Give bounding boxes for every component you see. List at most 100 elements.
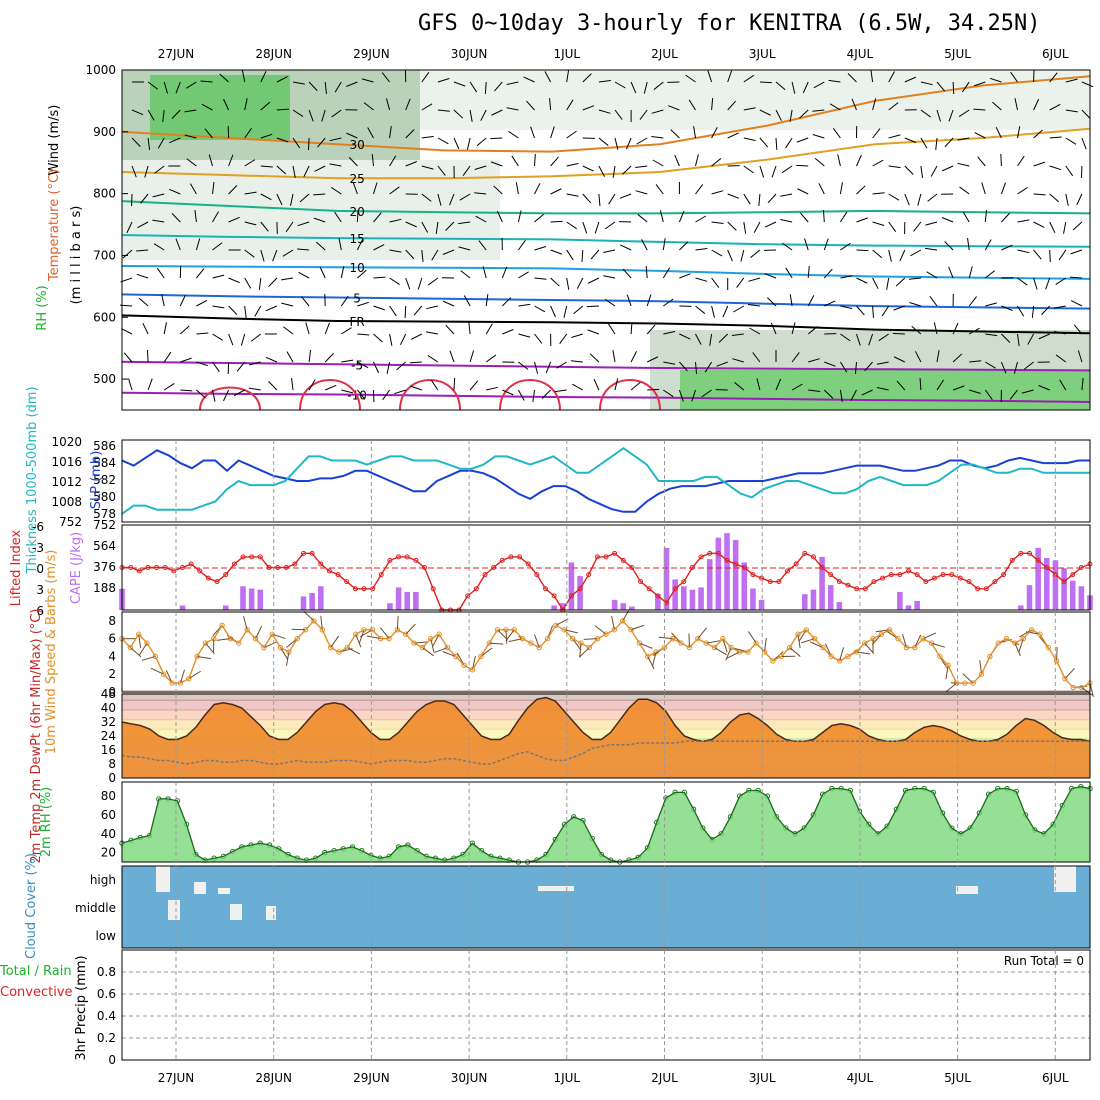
wind-barb bbox=[228, 333, 234, 346]
cape-bar bbox=[240, 586, 246, 610]
y-tick-label: 0.6 bbox=[97, 987, 116, 1001]
wind-barb-10m bbox=[303, 610, 315, 622]
wind-barb bbox=[534, 183, 541, 195]
cloud-block bbox=[156, 866, 170, 892]
wind-barb bbox=[1049, 136, 1062, 139]
li-point bbox=[845, 582, 851, 588]
wind-speed-point bbox=[536, 644, 542, 651]
wind-barb-10m bbox=[505, 629, 515, 642]
wind-barb bbox=[807, 326, 818, 335]
wind-barb bbox=[573, 305, 584, 315]
wind-barb bbox=[1049, 103, 1061, 111]
wind-barb bbox=[876, 387, 889, 391]
wind-barb bbox=[421, 103, 433, 111]
wind-barb bbox=[549, 98, 552, 111]
wind-barb bbox=[501, 266, 508, 279]
wind-barb bbox=[854, 361, 857, 374]
dewpoint-line bbox=[121, 740, 1090, 765]
temperature-band bbox=[122, 718, 1090, 730]
wind-barb bbox=[329, 163, 342, 167]
wind-barb bbox=[298, 271, 310, 279]
li-point bbox=[1001, 572, 1007, 578]
wind-barb-10m bbox=[430, 638, 435, 653]
wind-barb bbox=[1033, 98, 1040, 111]
wind-background bbox=[122, 612, 1090, 692]
wind-barb bbox=[554, 389, 567, 393]
wind-barb bbox=[468, 322, 471, 335]
wind-barb bbox=[718, 333, 729, 343]
wind-barb bbox=[722, 305, 729, 318]
wind-barb bbox=[594, 221, 600, 234]
wind-barb bbox=[223, 98, 230, 111]
lifted-index-label: Lifted Index bbox=[9, 529, 24, 606]
wind-barb bbox=[228, 305, 238, 315]
temperature-fill bbox=[122, 697, 1090, 778]
wind-barb bbox=[241, 70, 246, 83]
rh-fill bbox=[122, 786, 1090, 862]
y-tick-label-left: -6 bbox=[32, 520, 44, 534]
wind-barb bbox=[228, 154, 234, 167]
cape-bar bbox=[222, 605, 229, 610]
wind-barb-10m bbox=[347, 647, 361, 655]
wind-barb bbox=[1017, 187, 1028, 195]
wind-barb bbox=[752, 352, 761, 363]
wind-barb bbox=[204, 128, 213, 139]
wind-barb bbox=[1055, 354, 1067, 363]
y-tick-label: 0.8 bbox=[97, 965, 116, 979]
wind-barb bbox=[367, 127, 374, 139]
wind-barb bbox=[711, 98, 714, 111]
wind-speed-point bbox=[244, 627, 250, 633]
wind-barb bbox=[622, 165, 632, 175]
wind-barb bbox=[695, 184, 704, 195]
wind-barb bbox=[212, 305, 225, 309]
wind-barb bbox=[478, 240, 487, 251]
wind-barb bbox=[147, 81, 158, 90]
wind-barb bbox=[485, 323, 493, 335]
wind-barb-10m bbox=[1018, 638, 1024, 653]
wind-barb-10m bbox=[914, 634, 922, 648]
wind-barb-10m bbox=[875, 629, 890, 633]
wind-speed-point bbox=[987, 653, 993, 660]
wind-barb bbox=[925, 221, 938, 226]
wind-barb-10m bbox=[359, 629, 373, 638]
wind-barb bbox=[169, 188, 181, 195]
wind-barb bbox=[389, 126, 392, 139]
wind-barb bbox=[856, 185, 866, 195]
wind-barb bbox=[837, 154, 841, 167]
cape-bar bbox=[257, 589, 264, 610]
wind-barb bbox=[691, 389, 696, 402]
wind-barb bbox=[850, 389, 857, 401]
wind-barb bbox=[1017, 219, 1030, 223]
isotherm-label: 20 bbox=[349, 205, 364, 219]
wind-barb bbox=[260, 249, 265, 262]
wind-barb bbox=[1017, 305, 1025, 317]
wind-barb bbox=[329, 137, 342, 142]
li-point bbox=[828, 572, 834, 578]
wind-barb bbox=[157, 137, 165, 149]
wind-barb bbox=[775, 109, 782, 121]
wind-barb bbox=[823, 238, 829, 251]
wind-speed-point bbox=[127, 644, 134, 651]
wind-barb bbox=[756, 378, 761, 391]
wind-barb bbox=[635, 190, 648, 195]
wind-barb bbox=[260, 70, 267, 83]
li-point bbox=[378, 572, 384, 578]
x-date-label-top: 4JUL bbox=[847, 47, 874, 61]
wind-barb bbox=[679, 333, 691, 340]
wind-barb bbox=[957, 137, 970, 141]
wind-barb bbox=[909, 302, 922, 307]
wind-barb bbox=[630, 81, 637, 94]
cape-bar bbox=[741, 562, 748, 610]
y-tick-label-left: 584 bbox=[93, 456, 116, 470]
wind-barb bbox=[952, 385, 965, 391]
wind-barb bbox=[614, 137, 619, 150]
wind-barb bbox=[254, 305, 262, 317]
wind-barb bbox=[1055, 277, 1067, 285]
wind-barb bbox=[1000, 361, 1007, 374]
wind-barb bbox=[840, 242, 851, 251]
wind-barb bbox=[973, 108, 986, 111]
wind-barb bbox=[244, 159, 256, 167]
wind-barb bbox=[904, 76, 916, 83]
wind-barb-10m bbox=[216, 638, 231, 641]
li-point bbox=[698, 554, 704, 560]
